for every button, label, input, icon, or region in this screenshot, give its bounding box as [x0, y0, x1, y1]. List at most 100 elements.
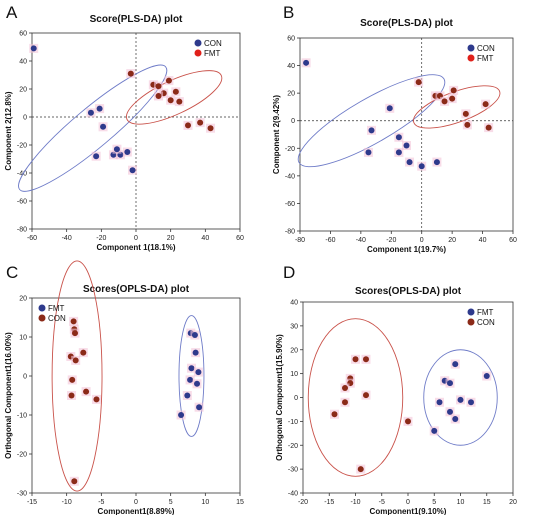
- x-tick-label: 10: [457, 499, 465, 506]
- y-tick-label: -10: [17, 413, 27, 420]
- legend-label: CON: [477, 44, 495, 53]
- y-tick-label: 0: [23, 374, 27, 381]
- data-point-con: [30, 45, 37, 52]
- data-point-con: [406, 159, 413, 166]
- data-point-fmt: [188, 365, 195, 372]
- data-point-fmt: [462, 110, 469, 117]
- confidence-ellipse-con: [51, 260, 103, 492]
- data-point-con: [433, 159, 440, 166]
- x-tick-label: -15: [324, 499, 334, 506]
- y-tick-label: 20: [287, 91, 295, 98]
- legend-label: FMT: [204, 49, 221, 58]
- x-tick-label: 5: [432, 499, 436, 506]
- y-tick-label: 20: [19, 296, 27, 303]
- x-tick-label: 15: [236, 499, 244, 506]
- y-axis-label: Component 2(9.42%): [272, 95, 281, 174]
- legend-label: FMT: [48, 304, 65, 313]
- data-point-con: [395, 134, 402, 141]
- data-point-fmt: [178, 412, 185, 418]
- data-point-con: [368, 127, 375, 134]
- data-point-fmt: [195, 369, 202, 376]
- data-point-fmt: [197, 119, 204, 126]
- legend-label: CON: [48, 314, 66, 323]
- legend-marker-fmt: [38, 304, 46, 312]
- data-point-con: [352, 356, 359, 363]
- y-axis-label: Orthogonal Component1(16.00%): [4, 332, 13, 459]
- data-point-con: [342, 399, 348, 406]
- x-tick-label: 20: [448, 237, 456, 244]
- data-point-fmt: [452, 415, 459, 422]
- plot-frame: [302, 301, 514, 494]
- data-point-fmt: [482, 101, 489, 108]
- chart-title: Score(PLS-DA) plot: [90, 14, 183, 25]
- chart-title: Score(PLS-DA) plot: [360, 18, 453, 29]
- plot-frame: [299, 37, 514, 232]
- data-point-con: [80, 349, 87, 356]
- legend-label: CON: [204, 39, 222, 48]
- panel-letter: B: [283, 3, 294, 22]
- data-point-con: [395, 149, 402, 156]
- data-point-con: [403, 142, 410, 149]
- x-tick-label: 15: [483, 499, 491, 506]
- data-point-fmt: [457, 396, 464, 403]
- x-axis-label: Component 1(19.7%): [367, 245, 446, 254]
- x-tick-label: 0: [406, 499, 410, 506]
- x-tick-label: 60: [509, 237, 517, 244]
- legend-marker-fmt: [467, 308, 475, 316]
- x-tick-label: 0: [134, 235, 138, 242]
- x-tick-label: -80: [295, 237, 305, 244]
- data-point-fmt: [167, 97, 174, 104]
- confidence-ellipse-fmt: [178, 315, 205, 437]
- x-axis-label: Component1(9.10%): [370, 507, 447, 515]
- x-tick-label: -40: [62, 235, 72, 242]
- y-tick-label: 10: [19, 335, 27, 342]
- legend-marker-fmt: [194, 49, 202, 57]
- data-point-fmt: [176, 98, 183, 105]
- panel-b: B Score(PLS-DA) plot -80 -60 -40 -20 0 20 40 60 -8…: [272, 3, 517, 254]
- data-point-fmt: [155, 83, 162, 90]
- y-tick-label: 10: [290, 371, 298, 378]
- x-tick-label: 5: [169, 499, 173, 506]
- x-tick-label: -20: [386, 237, 396, 244]
- data-point-fmt: [191, 332, 198, 339]
- data-point-con: [96, 105, 103, 112]
- y-tick-label: 20: [290, 347, 298, 354]
- y-tick-label: -80: [285, 229, 295, 236]
- y-tick-label: -20: [288, 443, 298, 450]
- data-point-fmt: [207, 125, 214, 132]
- confidence-ellipse-fmt: [423, 349, 498, 446]
- y-tick-label: 0: [294, 395, 298, 402]
- data-point-con: [83, 388, 90, 395]
- x-tick-label: 0: [134, 499, 138, 506]
- data-point-fmt: [185, 122, 191, 129]
- x-tick-label: 60: [236, 235, 244, 242]
- y-tick-label: -20: [17, 143, 27, 150]
- data-point-fmt: [184, 392, 191, 399]
- data-point-fmt: [155, 93, 162, 99]
- y-tick-label: 20: [19, 87, 27, 94]
- data-point-con: [124, 149, 131, 155]
- x-tick-label: -10: [62, 499, 72, 506]
- data-point-fmt: [468, 399, 474, 406]
- data-point-con: [100, 123, 107, 130]
- y-tick-label: -80: [17, 227, 27, 234]
- panel-a: A Score(PLS-DA) plot-60 -40 -20 0 20 40 60-80-6…: [4, 3, 244, 252]
- data-point-fmt: [127, 70, 134, 77]
- data-point-con: [357, 466, 364, 473]
- legend-label: FMT: [477, 308, 494, 317]
- data-point-fmt: [187, 376, 194, 383]
- y-tick-label: -20: [17, 452, 27, 459]
- data-point-fmt: [447, 380, 453, 387]
- y-tick-label: -60: [285, 201, 295, 208]
- data-point-con: [93, 153, 100, 160]
- data-point-fmt: [485, 124, 492, 131]
- plot-frame: [31, 297, 241, 494]
- data-point-con: [113, 146, 120, 153]
- panel-letter: C: [6, 263, 18, 282]
- data-point-fmt: [415, 79, 422, 86]
- data-point-con: [331, 411, 338, 418]
- data-point-fmt: [464, 121, 471, 128]
- legend-marker-con: [194, 39, 202, 47]
- y-tick-label: 30: [290, 323, 298, 330]
- legend-label: CON: [477, 318, 495, 327]
